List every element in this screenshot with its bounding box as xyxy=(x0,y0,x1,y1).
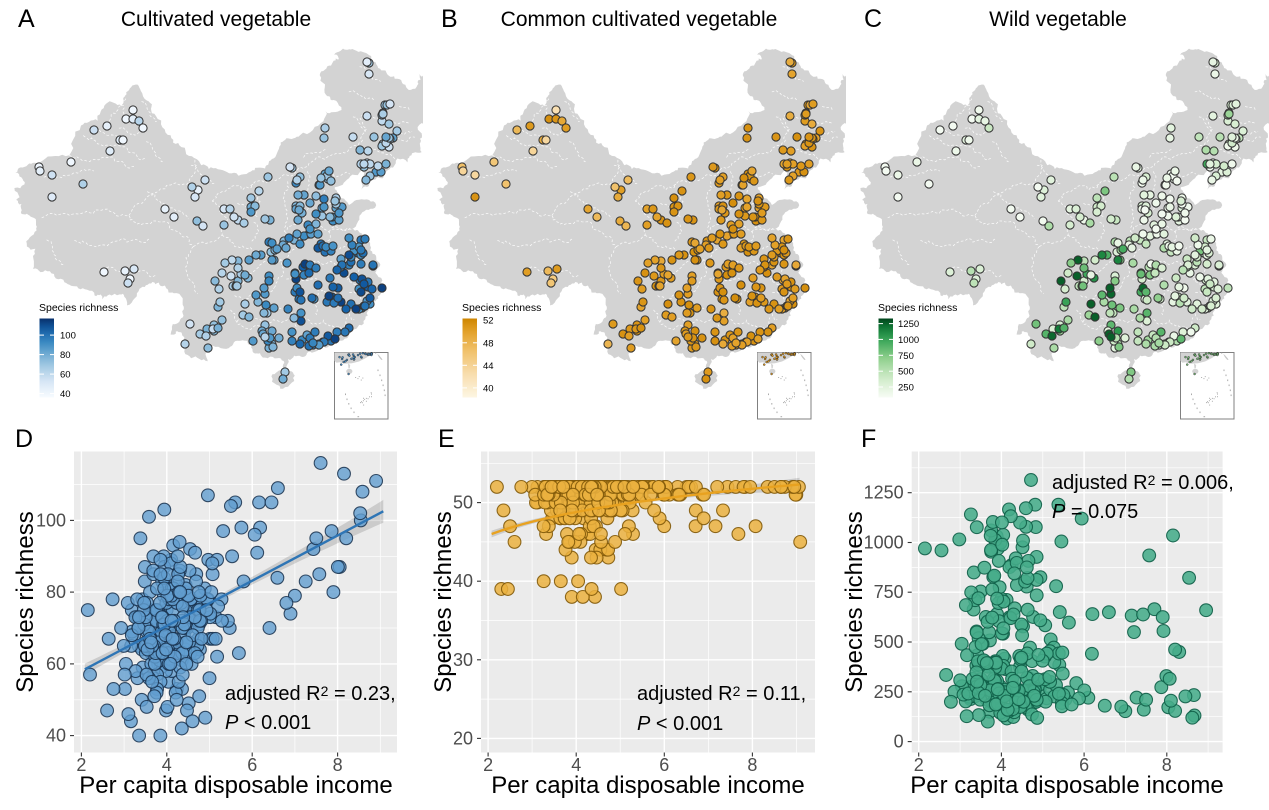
svg-text:Species richness: Species richness xyxy=(430,511,457,692)
svg-text:Species richness: Species richness xyxy=(39,302,118,314)
svg-text:500: 500 xyxy=(874,632,904,652)
svg-text:40: 40 xyxy=(46,726,66,746)
svg-text:adjusted R2 = 0.006,: adjusted R2 = 0.006, xyxy=(1052,472,1234,494)
svg-text:40: 40 xyxy=(453,571,473,591)
svg-text:100: 100 xyxy=(60,331,76,342)
svg-text:Per capita disposable income: Per capita disposable income xyxy=(79,772,393,799)
svg-text:60: 60 xyxy=(46,654,66,674)
svg-text:8: 8 xyxy=(747,755,757,775)
svg-text:F: F xyxy=(861,425,876,453)
svg-text:750: 750 xyxy=(898,351,914,362)
svg-text:0: 0 xyxy=(894,732,904,752)
svg-text:80: 80 xyxy=(60,350,71,361)
svg-text:4: 4 xyxy=(162,755,172,775)
svg-text:2: 2 xyxy=(483,755,493,775)
svg-text:P = 0.075: P = 0.075 xyxy=(1052,501,1138,523)
svg-text:adjusted R2 = 0.11,: adjusted R2 = 0.11, xyxy=(637,683,806,705)
svg-text:30: 30 xyxy=(453,650,473,670)
svg-text:20: 20 xyxy=(453,728,473,748)
svg-text:Wild vegetable: Wild vegetable xyxy=(989,8,1127,31)
svg-text:6: 6 xyxy=(1079,755,1089,775)
svg-text:adjusted R2 = 0.23,: adjusted R2 = 0.23, xyxy=(225,683,396,705)
svg-text:250: 250 xyxy=(898,383,914,394)
svg-text:1250: 1250 xyxy=(898,319,919,330)
svg-text:C: C xyxy=(864,5,882,33)
svg-text:8: 8 xyxy=(1162,755,1172,775)
svg-text:100: 100 xyxy=(36,510,66,530)
svg-text:Cultivated vegetable: Cultivated vegetable xyxy=(121,8,311,31)
svg-text:4: 4 xyxy=(571,755,581,775)
svg-text:A: A xyxy=(18,5,35,33)
svg-text:B: B xyxy=(441,5,458,33)
svg-text:Species richness: Species richness xyxy=(841,511,868,692)
svg-text:P < 0.001: P < 0.001 xyxy=(225,712,311,734)
svg-text:40: 40 xyxy=(60,389,71,400)
svg-text:500: 500 xyxy=(898,367,914,378)
svg-text:6: 6 xyxy=(247,755,257,775)
svg-text:2: 2 xyxy=(914,755,924,775)
svg-text:Species richness: Species richness xyxy=(462,302,541,314)
svg-text:Species richness: Species richness xyxy=(12,511,39,692)
svg-text:P < 0.001: P < 0.001 xyxy=(637,713,723,735)
svg-text:Species richness: Species richness xyxy=(878,302,957,314)
svg-text:44: 44 xyxy=(483,361,494,372)
svg-text:750: 750 xyxy=(874,582,904,602)
svg-text:1000: 1000 xyxy=(864,533,904,553)
svg-text:60: 60 xyxy=(60,370,71,381)
svg-text:80: 80 xyxy=(46,582,66,602)
svg-text:1000: 1000 xyxy=(898,335,919,346)
svg-text:6: 6 xyxy=(659,755,669,775)
svg-text:52: 52 xyxy=(483,316,494,327)
svg-text:Per capita disposable income: Per capita disposable income xyxy=(910,772,1224,799)
svg-text:2: 2 xyxy=(76,755,86,775)
svg-text:48: 48 xyxy=(483,338,494,349)
svg-text:250: 250 xyxy=(874,682,904,702)
svg-text:Per capita disposable income: Per capita disposable income xyxy=(491,772,805,799)
svg-text:4: 4 xyxy=(996,755,1006,775)
svg-text:Common cultivated vegetable: Common cultivated vegetable xyxy=(501,8,778,31)
svg-text:50: 50 xyxy=(453,493,473,513)
svg-text:40: 40 xyxy=(483,383,494,394)
svg-text:D: D xyxy=(15,425,33,453)
svg-text:1250: 1250 xyxy=(864,483,904,503)
svg-text:E: E xyxy=(438,425,455,453)
svg-text:8: 8 xyxy=(333,755,343,775)
